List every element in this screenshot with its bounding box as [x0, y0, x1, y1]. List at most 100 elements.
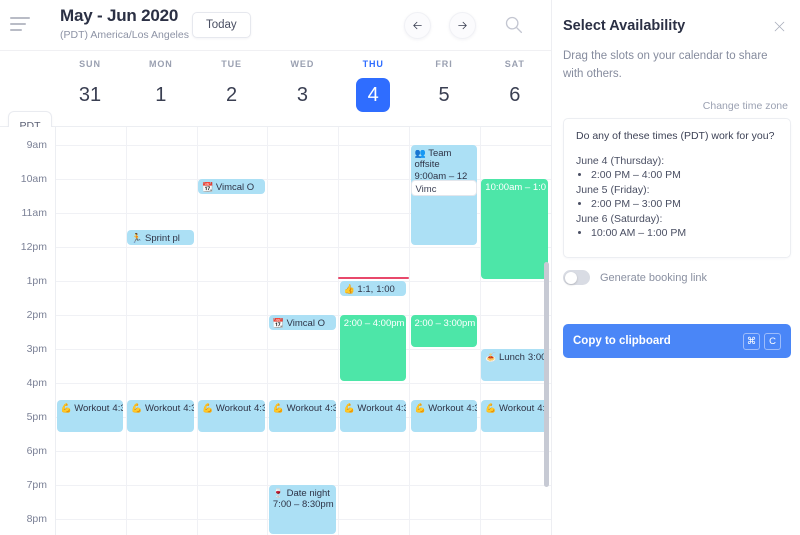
hour-label: 10am: [20, 172, 47, 185]
generate-booking-link-row[interactable]: Generate booking link: [563, 270, 707, 285]
panel-subtitle: Drag the slots on your calendar to share…: [563, 50, 768, 80]
day-header-sun[interactable]: SUN 31: [55, 59, 125, 112]
day-of-week-label: FRI: [435, 59, 453, 69]
hour-label: 12pm: [20, 240, 47, 253]
day-header-mon[interactable]: MON 1: [126, 59, 196, 112]
page-title: May - Jun 2020: [60, 6, 179, 25]
panel-title: Select Availability: [563, 18, 686, 34]
booking-link-toggle[interactable]: [563, 270, 590, 285]
calendar-scrollbar[interactable]: [544, 262, 549, 487]
arrow-right-icon: [458, 21, 467, 30]
event-emoji-icon: 💪: [414, 402, 429, 413]
event-sprint-planning-mon[interactable]: 🏃 Sprint pl: [127, 229, 195, 245]
event-emoji-icon: 👍: [343, 283, 358, 294]
hour-label: 2pm: [26, 308, 47, 321]
day-number: 4: [356, 78, 391, 112]
event-emoji-icon: 💪: [272, 402, 287, 413]
gutter-divider: [55, 127, 56, 535]
grid-hour-line: [55, 144, 551, 146]
hour-label: 7pm: [26, 478, 47, 491]
event-title: 📆 Vimcal O: [272, 317, 325, 329]
preview-slot: 2:00 PM – 3:00 PM: [591, 198, 778, 212]
time-gutter: 9am 10am 11am 12pm 1pm 2pm 3pm 4pm 5pm 6pm 7pm 8pm: [0, 127, 55, 535]
event-vimcal-chip-fri[interactable]: Vimc: [410, 180, 478, 196]
event-time: 4:30 – 5:30pm: [466, 402, 478, 414]
event-vimcal-onboarding-wed[interactable]: 📆 Vimcal O: [268, 314, 336, 330]
event-title: Vimc: [415, 184, 437, 196]
event-availability-fri[interactable]: 2:00 – 3:00pm: [410, 314, 478, 347]
grid-hour-line: [55, 280, 551, 282]
grid-day-divider: [479, 127, 481, 535]
preview-slot-list: 2:00 PM – 3:00 PM: [578, 198, 778, 212]
event-time: 2:00 – 3:00pm: [414, 317, 476, 329]
calendar-toolbar: May - Jun 2020 (PDT) America/Los Angeles…: [0, 0, 551, 51]
preview-day-label: June 5 (Friday):: [576, 183, 650, 196]
hour-label: 8pm: [26, 512, 47, 525]
change-timezone-link[interactable]: Change time zone: [702, 100, 788, 112]
event-emoji-icon: 📆: [272, 317, 287, 328]
event-date-night-wed[interactable]: 🍷 Date night 7:00 – 8:30pm: [268, 484, 336, 534]
day-header-wed[interactable]: WED 3: [267, 59, 337, 112]
preview-groups: June 4 (Thursday):2:00 PM – 4:00 PMJune …: [576, 155, 778, 241]
hour-label: 1pm: [26, 274, 47, 287]
hour-label: 11am: [21, 206, 48, 219]
event-emoji-icon: 📆: [202, 181, 216, 192]
event-time: 4:30 – 5:30pm: [324, 402, 336, 414]
event-title: 📆 Vimcal O: [202, 181, 255, 193]
day-header-fri[interactable]: FRI 5: [409, 59, 479, 112]
calendar-grid[interactable]: 📆 Vimcal O 🏃 Sprint pl 👥 Team offsite 9:00a…: [55, 127, 551, 535]
event-one-on-one-thu[interactable]: 👍 1:1, 1:00: [339, 280, 407, 296]
grid-hour-line: [55, 246, 551, 248]
event-emoji-icon: 🏃: [131, 232, 146, 243]
event-vimcal-onboarding-tue[interactable]: 📆 Vimcal O: [198, 178, 265, 194]
toggle-knob: [564, 271, 577, 284]
event-title: 🏃 Sprint pl: [131, 232, 180, 244]
event-time: 2:00 – 4:00pm: [343, 317, 405, 329]
availability-preview-text[interactable]: Do any of these times (PDT) work for you…: [563, 118, 791, 258]
grid-day-divider: [409, 127, 410, 535]
grid-hour-line: [55, 212, 551, 214]
day-of-week-label: SAT: [504, 59, 525, 69]
event-availability-sat[interactable]: 10:00am – 1:0: [481, 178, 549, 279]
grid-hour-line: [55, 178, 551, 180]
event-time: 4:30 – 5:30pm: [112, 402, 124, 414]
day-number: 6: [509, 84, 521, 106]
event-time: 7:00 – 8:30pm: [272, 499, 334, 510]
calendar-grid-scroll[interactable]: 9am 10am 11am 12pm 1pm 2pm 3pm 4pm 5pm 6pm 7pm 8pm …: [0, 127, 551, 535]
event-availability-thu[interactable]: 2:00 – 4:00pm: [339, 314, 407, 381]
prev-week-button[interactable]: [404, 12, 431, 39]
search-icon: [505, 16, 523, 34]
calendar-area: May - Jun 2020 (PDT) America/Los Angeles…: [0, 0, 551, 535]
event-emoji-icon: 💪: [202, 402, 216, 413]
event-emoji-icon: 💪: [343, 402, 358, 413]
search-button[interactable]: [503, 14, 525, 36]
preview-question: Do any of these times (PDT) work for you…: [576, 130, 775, 142]
day-of-week-label: SUN: [79, 59, 101, 69]
day-header-tue[interactable]: TUE 2: [197, 59, 267, 112]
copy-to-clipboard-button[interactable]: Copy to clipboard ⌘ C: [563, 324, 791, 358]
hamburger-icon[interactable]: [10, 17, 32, 33]
shortcut-key-cmd: ⌘: [743, 332, 760, 350]
today-button[interactable]: Today: [192, 12, 251, 38]
event-time: 4:30 – 5:30pm: [254, 402, 265, 414]
close-button[interactable]: [772, 19, 788, 35]
event-emoji-icon: 💪: [131, 402, 146, 413]
day-header-thu[interactable]: THU 4: [338, 59, 408, 112]
next-week-button[interactable]: [449, 12, 476, 39]
day-header-sat[interactable]: SAT 6: [480, 59, 550, 112]
grid-day-divider: [196, 127, 198, 535]
